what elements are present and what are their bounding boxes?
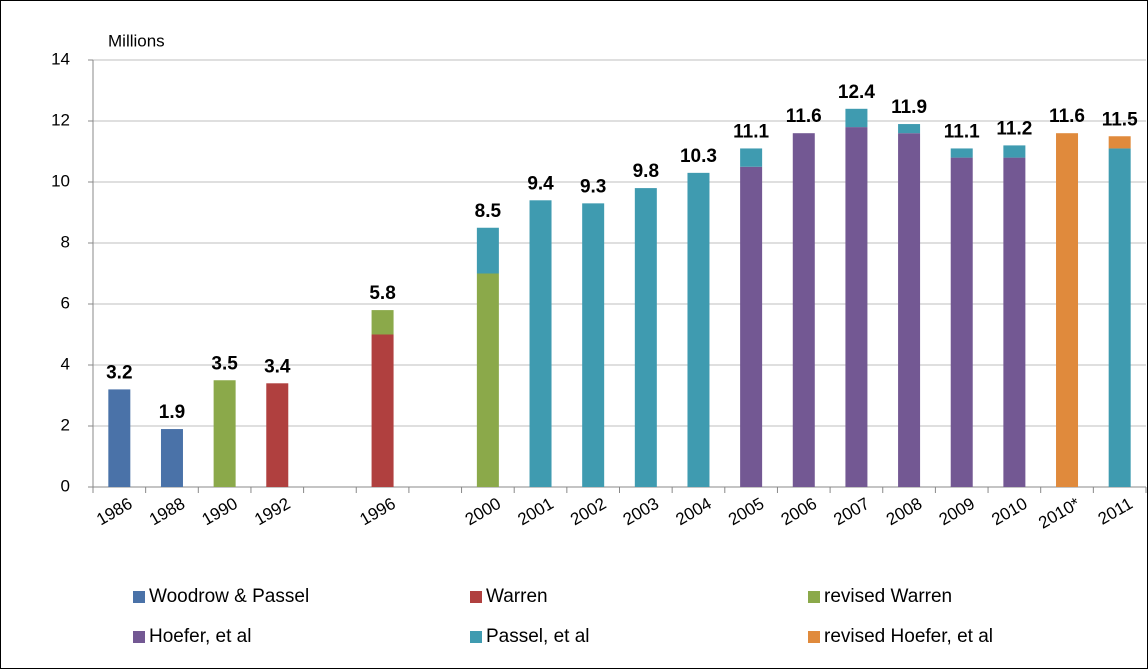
- bar-segment: [371, 310, 394, 335]
- bar-segment: [740, 148, 763, 167]
- total-label: 11.6: [786, 106, 822, 127]
- bar-segment: [792, 133, 815, 487]
- legend-swatch: [470, 591, 482, 603]
- total-label: 9.4: [527, 173, 554, 194]
- total-label: 8.5: [475, 201, 502, 222]
- bar-segment: [1003, 145, 1026, 158]
- bar-segment: [160, 429, 183, 487]
- total-label: 3.4: [264, 356, 291, 377]
- bar-segment: [634, 188, 657, 487]
- total-label: 10.3: [680, 146, 717, 167]
- legend-swatch: [808, 631, 820, 643]
- y-tick-label: 0: [61, 476, 70, 495]
- y-tick-label: 2: [61, 415, 70, 434]
- bar-segment: [687, 172, 710, 487]
- y-tick-label: 10: [51, 171, 70, 190]
- total-label: 3.5: [211, 353, 238, 374]
- legend-label: Passel, et al: [486, 626, 590, 647]
- y-tick-label: 12: [51, 110, 70, 129]
- bar-segment: [740, 166, 763, 487]
- total-label: 1.9: [159, 402, 185, 423]
- bar-segment: [845, 127, 868, 487]
- legend-label: Woodrow & Passel: [149, 586, 309, 607]
- bar-segment: [213, 380, 236, 487]
- bar-segment: [108, 389, 131, 487]
- y-unit-label: Millions: [108, 31, 165, 50]
- y-tick-label: 6: [61, 293, 70, 312]
- total-label: 11.2: [996, 118, 1032, 139]
- y-tick-label: 4: [61, 354, 70, 373]
- bar-segment: [476, 227, 499, 274]
- total-label: 9.3: [580, 176, 606, 197]
- total-label: 11.1: [944, 121, 980, 142]
- legend-label: Hoefer, et al: [149, 626, 251, 647]
- y-tick-label: 14: [51, 49, 70, 68]
- legend-swatch: [470, 631, 482, 643]
- total-label: 3.2: [106, 362, 132, 383]
- total-label: 5.8: [369, 283, 395, 304]
- bar-segment: [582, 203, 605, 487]
- total-label: 12.4: [838, 82, 875, 103]
- legend-label: revised Warren: [824, 586, 952, 607]
- legend-label: revised Hoefer, et al: [824, 626, 993, 647]
- legend-swatch: [808, 591, 820, 603]
- bar-segment: [266, 383, 289, 487]
- bar-segment: [845, 108, 868, 128]
- total-label: 11.5: [1102, 109, 1138, 130]
- bar-segment: [476, 273, 499, 487]
- legend-swatch: [133, 631, 145, 643]
- total-label: 9.8: [633, 161, 659, 182]
- bar-segment: [950, 157, 973, 487]
- bar-segment: [1108, 148, 1131, 487]
- y-tick-label: 8: [61, 232, 70, 251]
- bar-segment: [898, 133, 921, 487]
- bar-segment: [529, 200, 552, 488]
- total-label: 11.9: [891, 97, 927, 118]
- total-label: 11.1: [733, 121, 769, 142]
- bar-segment: [1108, 136, 1131, 149]
- legend-swatch: [133, 591, 145, 603]
- bar-segment: [898, 124, 921, 134]
- bar-segment: [371, 334, 394, 487]
- bar-segment: [1056, 133, 1079, 487]
- bar-segment: [1003, 157, 1026, 487]
- legend-label: Warren: [486, 586, 548, 607]
- total-label: 11.6: [1049, 106, 1085, 127]
- bar-segment: [950, 148, 973, 158]
